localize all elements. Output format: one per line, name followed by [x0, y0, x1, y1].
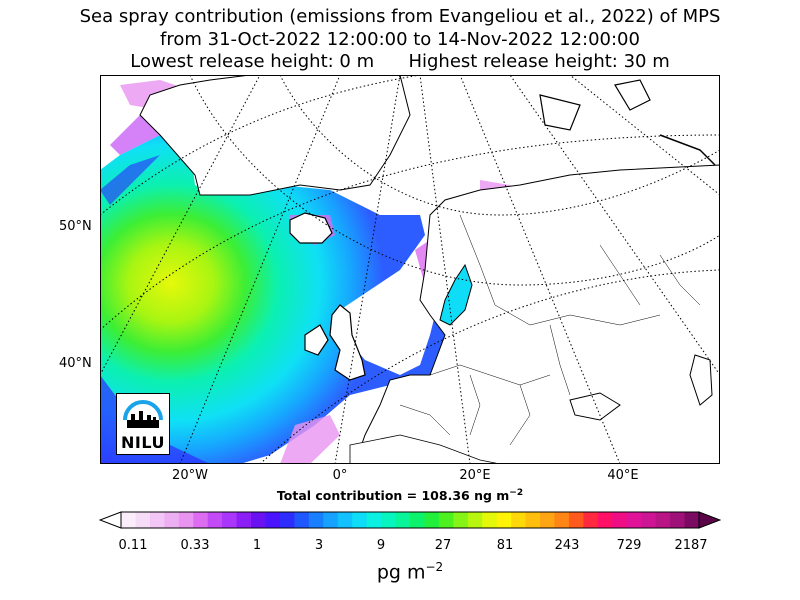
colorbar-segment: [323, 512, 339, 528]
colorbar-segment: [193, 512, 209, 528]
colorbar-segment: [265, 512, 281, 528]
colorbar-segment: [135, 512, 151, 528]
colorbar-max-extension: [698, 511, 721, 529]
colorbar-segment: [554, 512, 570, 528]
colorbar-segment: [597, 512, 613, 528]
british-isles-landmass: [329, 304, 366, 381]
colorbar-segment: [164, 512, 180, 528]
colorbar-unit-label: pg m−2: [376, 560, 444, 584]
map-title-line-1: Sea spray contribution (emissions from E…: [79, 6, 721, 27]
colorbar-segment: [438, 512, 454, 528]
colorbar-segment: [641, 512, 657, 528]
colorbar-tick-label: 243: [554, 538, 580, 553]
europe-landmass: [354, 164, 720, 464]
colorbar-segment: [626, 512, 642, 528]
colorbar-segment: [540, 512, 555, 528]
colorbar-segment: [670, 512, 686, 528]
colorbar-tick-label: 27: [434, 538, 452, 553]
colorbar-segment: [381, 512, 397, 528]
colorbar: [99, 511, 721, 529]
colorbar-segment: [684, 512, 700, 528]
colorbar-segment: [236, 512, 252, 528]
colorbar-segment: [178, 512, 194, 528]
lon-label-20e: 20°E: [459, 468, 491, 483]
colorbar-segment: [482, 512, 498, 528]
colorbar-tick-label: 81: [496, 538, 514, 553]
lon-label-20w: 20°W: [172, 468, 208, 483]
colorbar-segment: [410, 512, 425, 528]
colorbar-segment: [222, 512, 238, 528]
lon-label-40e: 40°E: [607, 468, 639, 483]
colorbar-segment: [395, 512, 411, 528]
lon-label-0: 0°: [332, 468, 348, 483]
colorbar-segment: [337, 512, 353, 528]
colorbar-segment: [612, 512, 628, 528]
colorbar-segment: [308, 512, 324, 528]
colorbar-segment: [251, 512, 266, 528]
colorbar-segment: [568, 512, 584, 528]
colorbar-segment: [525, 512, 541, 528]
colorbar-segment: [121, 512, 136, 528]
colorbar-tick-label: 1: [252, 538, 262, 553]
nilu-logo: NILU: [116, 393, 170, 455]
colorbar-segment: [149, 512, 165, 528]
map-panel: [100, 75, 720, 464]
map-title-line-3: Lowest release height: 0 m Highest relea…: [130, 51, 670, 72]
colorbar-segment: [655, 512, 671, 528]
lat-label-40n: 40°N: [59, 356, 92, 371]
colorbar-tick-label: 729: [616, 538, 642, 553]
colorbar-segment: [511, 512, 527, 528]
map-title-line-2: from 31-Oct-2022 12:00:00 to 14-Nov-2022…: [160, 29, 640, 50]
colorbar-tick-label: 3: [314, 538, 324, 553]
lat-label-50n: 50°N: [59, 219, 92, 234]
sea-spray-field: [100, 135, 455, 464]
colorbar-segment: [496, 512, 512, 528]
colorbar-segment: [467, 512, 483, 528]
colorbar-segment: [366, 512, 382, 528]
colorbar-segment: [294, 512, 310, 528]
greenland-landmass: [139, 75, 411, 196]
colorbar-tick-label: 0.33: [180, 538, 210, 553]
colorbar-tick-label: 9: [376, 538, 386, 553]
colorbar-tick-label: 2187: [674, 538, 708, 553]
colorbar-tick-label: 0.11: [118, 538, 148, 553]
nilu-logo-text: NILU: [121, 433, 165, 452]
colorbar-segment: [424, 512, 440, 528]
colorbar-segment: [453, 512, 469, 528]
iceland-landmass: [289, 212, 333, 244]
colorbar-segment: [207, 512, 223, 528]
colorbar-segment: [279, 512, 295, 528]
colorbar-segment: [352, 512, 368, 528]
colorbar-segment: [583, 512, 599, 528]
nilu-logo-graphic: [123, 400, 163, 428]
total-contribution-label: Total contribution = 108.36 ng m−2: [276, 488, 524, 504]
colorbar-min-extension: [99, 511, 122, 529]
